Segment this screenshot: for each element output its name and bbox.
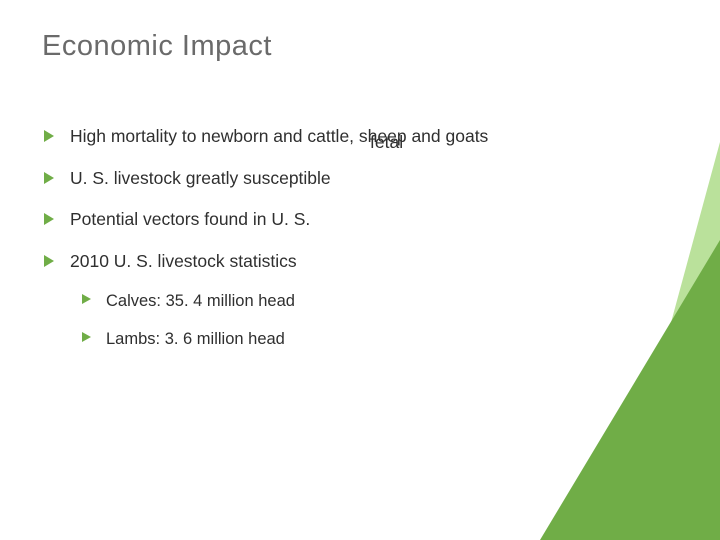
bullet-text: High mortality to newborn and cattle, sh… (70, 126, 488, 146)
bullet-item: 2010 U. S. livestock statistics Calves: … (42, 250, 542, 350)
slide: Economic Impact High mortality to newbor… (0, 0, 720, 540)
bullet-item: High mortality to newborn and cattle, sh… (42, 125, 542, 149)
floating-word: fetal (370, 132, 403, 153)
bullet-text: U. S. livestock greatly susceptible (70, 168, 331, 188)
bullet-item: Potential vectors found in U. S. (42, 208, 542, 232)
slide-title: Economic Impact (42, 30, 678, 63)
sub-bullet-text: Calves: 35. 4 million head (106, 292, 295, 310)
accent-triangle-dark (540, 240, 720, 540)
sub-bullet-item: Lambs: 3. 6 million head (80, 328, 542, 350)
sub-bullet-text: Lambs: 3. 6 million head (106, 330, 285, 348)
sub-bullet-item: Calves: 35. 4 million head (80, 290, 542, 312)
bullet-text: Potential vectors found in U. S. (70, 209, 310, 229)
sub-bullet-list: Calves: 35. 4 million head Lambs: 3. 6 m… (80, 290, 542, 351)
bullet-text: 2010 U. S. livestock statistics (70, 251, 297, 271)
bullet-item: U. S. livestock greatly susceptible (42, 167, 542, 191)
